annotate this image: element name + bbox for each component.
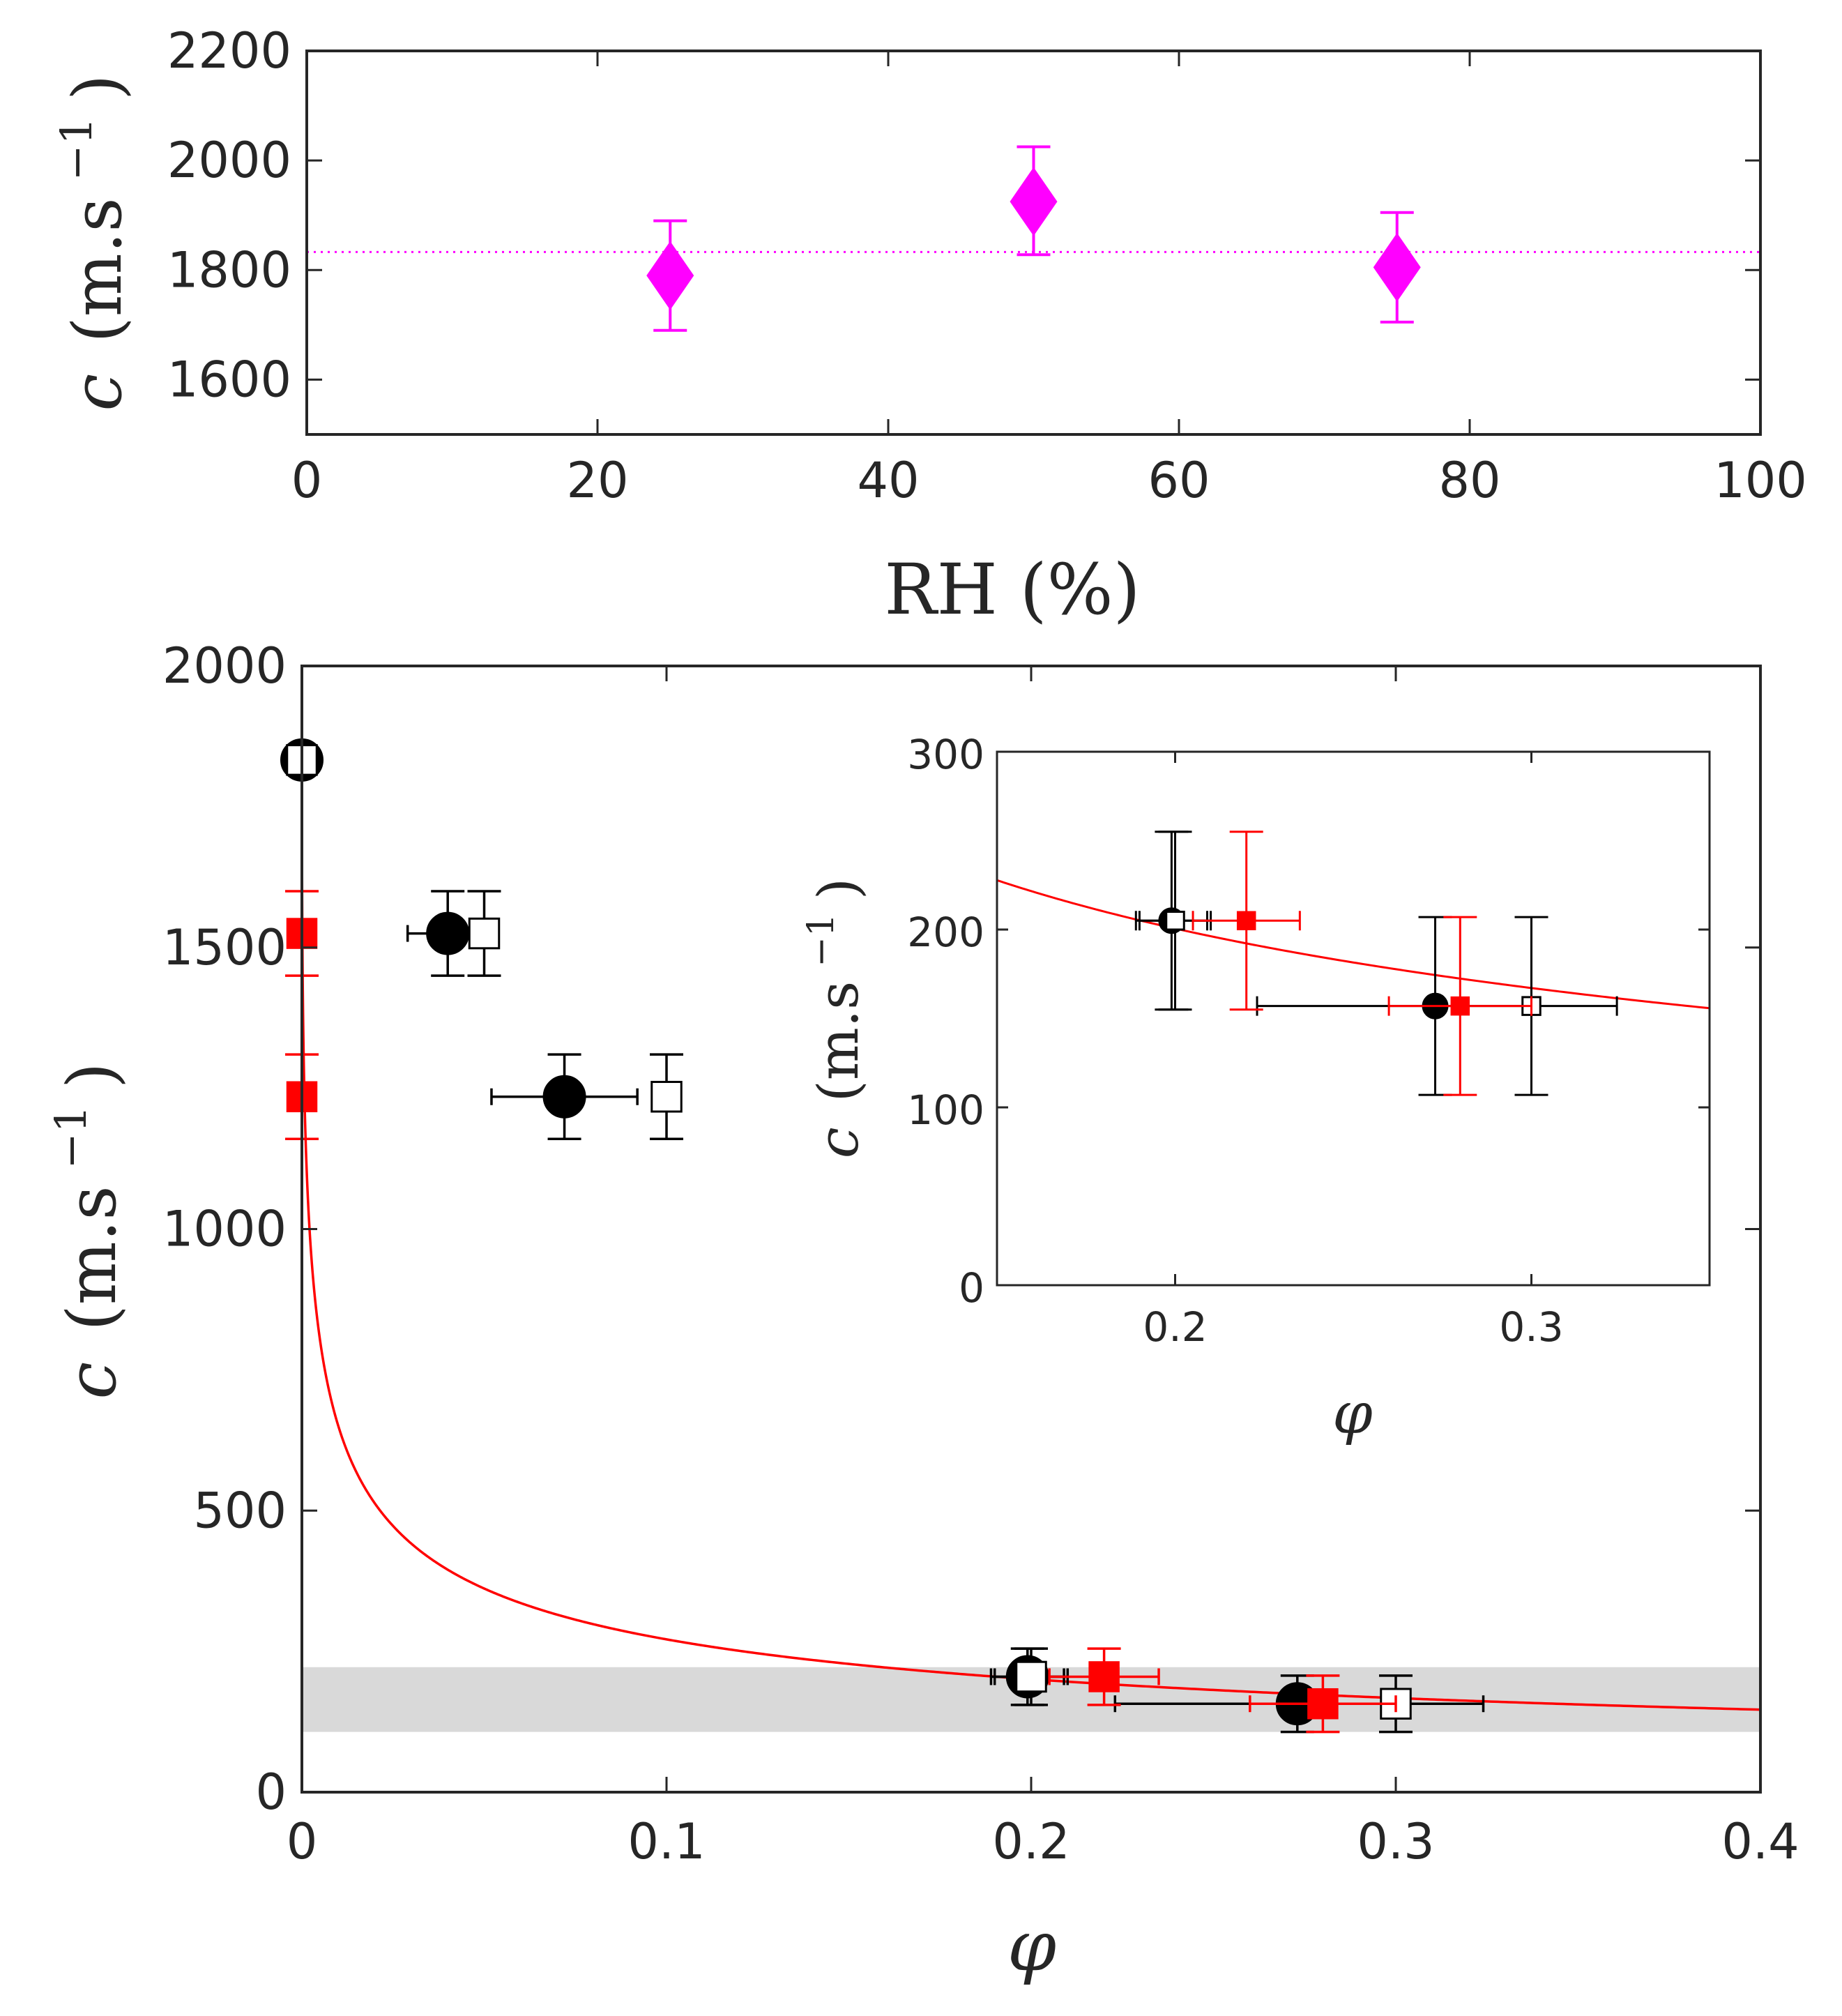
top-ticks: 0 20 40 60 80 100 1600 1800 2000 2200 [167,22,1807,509]
y-tick-label: 2000 [167,132,291,189]
inset-point-square-filled [1450,996,1470,1016]
y-tick-label: 2200 [167,22,291,79]
x-tick-label: 100 [1714,452,1807,509]
inset-ticks: 0.2 0.3 0 100 200 300 [907,731,1710,1351]
y-tick-label: 100 [907,1086,984,1134]
top-panel: 0 20 40 60 80 100 1600 1800 2000 2200 RH (%) c (m… [31,22,1807,630]
x-tick-label: 0.2 [992,1813,1070,1870]
y-tick-label: 1800 [167,241,291,298]
top-plot-area [307,145,1760,332]
inset-y-axis-units-close: ) [806,878,871,900]
top-axes-frame [305,50,1762,436]
top-x-axis-label: RH (%) [884,549,1140,630]
data-point-square-open [650,1080,683,1113]
rh-point-diamond [1373,233,1421,302]
y-tick-label: 300 [907,731,984,778]
bottom-y-axis-label: c (m.s −1 ) [26,1063,131,1400]
svg-text:c (m.s −1: c (m.s −1 ) [31,75,137,411]
inset-fit-curve [996,879,1710,1010]
inset-point-square-filled [1236,911,1256,930]
data-point-square-open [1015,1660,1047,1693]
bottom-x-axis-label: φ [1007,1905,1056,1987]
y-tick-label: 1500 [162,919,287,976]
inset: 0.2 0.3 0 100 200 300 φ c (m.s −1 ) [784,731,1711,1447]
top-y-axis-units-close: ) [59,75,137,100]
data-point-square-open [1380,1688,1412,1720]
y-tick-label: 0 [959,1264,984,1312]
svg-text:c (m.s −1: c (m.s −1 ) [784,878,871,1158]
x-tick-label: 20 [566,452,628,509]
bottom-y-axis-units-exp: −1 [45,1105,96,1169]
bottom-axes-frame [300,665,1762,1794]
inset-axes-frame [996,750,1711,1287]
y-tick-label: 1000 [162,1201,287,1258]
x-tick-label: 0 [287,1813,318,1870]
x-tick-label: 0.1 [627,1813,705,1870]
data-point-circle-filled [426,911,470,955]
x-tick-label: 0 [291,452,323,509]
y-tick-label: 0 [255,1764,287,1821]
rh-point-diamond [646,241,694,310]
top-y-axis-units-open: (m.s [59,197,137,342]
top-y-axis-symbol: c [59,374,137,411]
inset-plot-area [996,831,1710,1096]
inset-y-axis-symbol: c [806,1127,871,1158]
data-point-square-filled [1307,1688,1339,1720]
inset-point-square-open [1165,911,1185,931]
y-tick-label: 200 [907,909,984,956]
inset-y-axis-label: c (m.s −1 ) [784,878,871,1158]
y-tick-label: 500 [193,1482,287,1539]
bottom-y-axis-symbol: c [53,1362,131,1400]
x-tick-label: 40 [857,452,919,509]
y-tick-label: 2000 [162,637,287,695]
x-tick-label: 0.3 [1357,1813,1434,1870]
x-tick-label: 60 [1148,452,1210,509]
bottom-y-axis-units-open: (m.s [53,1185,131,1331]
x-tick-label: 80 [1438,452,1500,509]
x-tick-label: 0.4 [1721,1813,1799,1870]
top-y-axis-label: c (m.s −1 ) [31,75,137,411]
data-point-circle-filled [542,1075,586,1119]
inset-y-axis-units-exp: −1 [800,914,842,967]
svg-text:c (m.s −1: c (m.s −1 ) [26,1063,131,1400]
fit-curve [300,759,1761,1711]
data-point-square-filled [1088,1661,1120,1692]
inset-y-axis-units-open: (m.s [806,981,871,1102]
y-tick-label: 1600 [167,351,291,408]
bottom-y-axis-units-close: ) [53,1063,131,1089]
x-tick-label: 0.2 [1143,1303,1207,1351]
data-point-square-open [468,917,501,950]
rh-point-diamond [1010,167,1058,236]
x-tick-label: 0.3 [1499,1303,1563,1351]
inset-x-axis-label: φ [1332,1381,1373,1447]
top-y-axis-units-exp: −1 [51,117,102,181]
